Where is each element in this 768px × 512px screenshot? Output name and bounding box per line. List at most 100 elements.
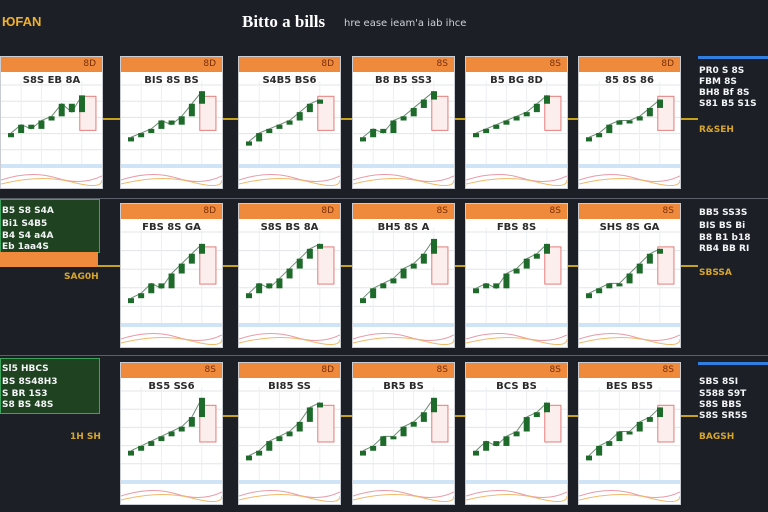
candle-bar (431, 91, 437, 100)
volume-band (121, 480, 222, 484)
indicator-line (121, 333, 222, 341)
side-line: BB5 SS3S (699, 208, 748, 218)
chart-svg (239, 228, 340, 345)
candle-bar (276, 278, 283, 289)
highlight-box (199, 95, 217, 131)
panel-title: BR5 BS (383, 381, 424, 392)
panel-header-label: 8D (83, 59, 96, 69)
candle-bar (410, 421, 417, 427)
candle-bar (317, 243, 323, 249)
panel-connector (561, 265, 578, 267)
panel-title: S8S EB 8A (22, 75, 81, 86)
candle-bar (148, 283, 155, 294)
candle-bar (616, 120, 623, 125)
chart-svg (466, 81, 567, 186)
candle-bar (256, 283, 263, 294)
chart-panel: 8D S8S EB 8A (0, 56, 103, 189)
chart-panel: 8S BH5 8S A (352, 203, 455, 348)
chart-panel: 8D S8S BS 8A (238, 203, 341, 348)
candle-bar (79, 95, 85, 113)
volume-band (239, 164, 340, 168)
indicator-line (239, 333, 340, 341)
candle-bar (523, 112, 530, 117)
side-line: B4 S4 a4A (2, 231, 54, 241)
side-line: Eb 1aa4S (2, 242, 49, 252)
panel-header-label: 8D (321, 365, 334, 375)
chart-panel: 8D BIS 8S BS (120, 56, 223, 189)
highlight-box (317, 95, 335, 131)
panel-header: 8S (353, 204, 454, 219)
indicator-line (239, 174, 340, 182)
panel-connector (221, 415, 238, 417)
candle-bar (158, 283, 165, 289)
panel-header: 8D (121, 57, 222, 72)
candle-bar (523, 258, 530, 269)
indicator-line (121, 490, 222, 498)
candle-bar (276, 124, 283, 129)
volume-band (353, 164, 454, 168)
chart-svg (353, 228, 454, 345)
highlight-box (431, 404, 449, 443)
candle-bar (128, 450, 134, 456)
volume-band (579, 480, 680, 484)
candle-bar (420, 99, 427, 108)
panel-connector (335, 265, 352, 267)
indicator-line (1, 174, 102, 182)
volume-band (239, 323, 340, 327)
candle-bar (188, 253, 195, 264)
candle-bar (68, 103, 75, 113)
panel-title: FBS 8S GA (142, 222, 201, 233)
panel-connector (561, 415, 578, 417)
candle-bar (626, 120, 633, 124)
candle-bar (410, 107, 417, 117)
chart-svg (579, 228, 680, 345)
candle-bar (657, 99, 663, 108)
candle-bar (657, 407, 663, 418)
panel-title: BS5 SS6 (148, 381, 195, 392)
candle-bar (158, 436, 165, 442)
side-line: S8S SR5S (699, 411, 748, 421)
candle-bar (306, 103, 313, 113)
candle-bar (256, 133, 263, 142)
side-line: S8 BS 48S (2, 400, 54, 410)
panel-header-label: 8D (321, 206, 334, 216)
candle-bar (380, 283, 387, 289)
volume-band (1, 164, 102, 168)
chart-panel: 8S BES BS5 (578, 362, 681, 505)
highlight-box (657, 246, 675, 285)
candle-bar (168, 120, 175, 125)
panel-header: 8S (579, 204, 680, 219)
chart-svg (579, 387, 680, 502)
volume-band (466, 323, 567, 327)
candle-bar (606, 441, 613, 446)
candle-bar (188, 417, 195, 427)
candle-bar (138, 133, 145, 138)
candle-bar (420, 412, 427, 422)
candle-bar (317, 99, 323, 104)
candle-bar (370, 128, 377, 138)
panel-header-label: 8D (661, 59, 674, 69)
side-line: S BR 1S3 (2, 389, 48, 399)
candle-bar (483, 441, 490, 451)
panel-title: SHS 8S GA (599, 222, 660, 233)
indicator-line (353, 336, 454, 345)
panel-header-label: 8S (549, 206, 561, 216)
candle-bar (38, 120, 45, 129)
candle-bar (266, 128, 273, 134)
candle-bar (380, 436, 387, 446)
indicator-line (121, 174, 222, 182)
indicator-line (353, 493, 454, 502)
indicator-line (466, 177, 567, 186)
chart-panel: 8S FBS 8S (465, 203, 568, 348)
indicator-line (239, 490, 340, 498)
chart-panel: 8S BR5 BS (352, 362, 455, 505)
candle-bar (246, 455, 252, 461)
side-line: S588 S9T (699, 389, 747, 399)
panel-connector (221, 118, 238, 120)
panel-connector (101, 118, 120, 120)
candle-bar (390, 278, 397, 284)
panel-connector (678, 415, 698, 417)
candle-bar (266, 441, 273, 451)
chart-panel: 8S B5 BG 8D (465, 56, 568, 189)
panel-header-label: 8S (436, 59, 448, 69)
